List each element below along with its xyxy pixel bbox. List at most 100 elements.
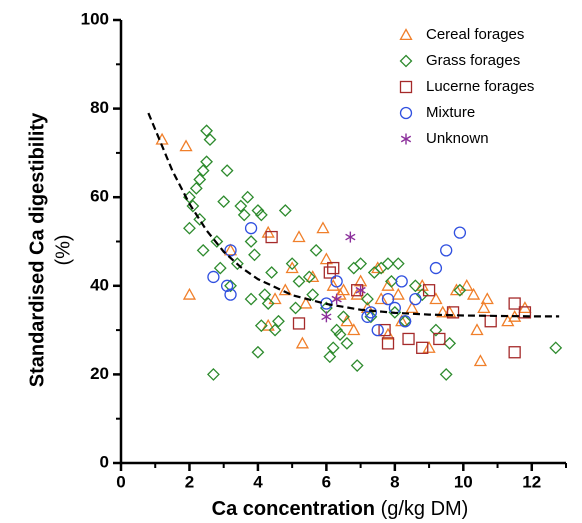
- diamond-marker: [234, 199, 248, 213]
- square-marker: [265, 230, 278, 244]
- triangle-marker: [429, 292, 443, 305]
- circle-marker: [330, 275, 343, 288]
- diamond-marker: [268, 323, 282, 337]
- diamond-marker: [248, 248, 261, 262]
- triangle-marker: [391, 287, 405, 300]
- asterisk-stroke: [355, 286, 366, 294]
- legend-label: Mixture: [426, 104, 475, 121]
- x-tick-label: 6: [322, 472, 331, 491]
- diamond-marker: [330, 323, 344, 337]
- diamond-marker: [237, 208, 251, 222]
- diamond-marker: [453, 283, 467, 297]
- diamond-marker: [196, 164, 210, 178]
- diamond-marker: [251, 345, 265, 359]
- x-axis-label: Ca concentration (g/kg DM): [212, 498, 469, 520]
- square-marker: [327, 261, 340, 275]
- diamond-marker: [251, 204, 265, 217]
- circle-marker: [244, 222, 258, 235]
- triangle-marker: [223, 243, 238, 256]
- y-tick-label: 20: [90, 364, 109, 383]
- triangle-marker: [405, 301, 419, 313]
- circle-marker: [207, 270, 220, 284]
- triangle-marker: [326, 278, 340, 291]
- triangle-marker: [466, 287, 481, 300]
- square-marker: [508, 297, 521, 310]
- diamond-marker: [254, 208, 268, 222]
- square-marker: [381, 337, 395, 350]
- diamond-marker: [196, 243, 210, 257]
- legend-label: Cereal forages: [426, 26, 524, 43]
- y-tick-label: 100: [81, 9, 109, 28]
- diamond-marker: [258, 288, 272, 302]
- square-marker: [433, 332, 446, 346]
- square-marker: [351, 284, 364, 297]
- trend-line: [147, 112, 560, 318]
- triangle-marker: [449, 283, 464, 296]
- diamond-marker: [443, 336, 457, 350]
- triangle-marker: [381, 327, 395, 340]
- triangle-marker: [268, 292, 282, 305]
- diamond-marker: [203, 133, 217, 147]
- diamond-marker: [347, 261, 361, 275]
- circle-marker: [453, 226, 467, 239]
- triangle-marker: [460, 278, 474, 291]
- square-marker: [518, 306, 532, 319]
- triangle-marker: [443, 305, 457, 318]
- diamond-marker: [354, 257, 368, 271]
- x-tick-label: 0: [116, 472, 125, 491]
- x-axis-label-main: Ca concentration: [212, 498, 375, 520]
- asterisk-marker: [345, 231, 356, 243]
- diamond-marker: [289, 301, 302, 315]
- asterisk-marker: [400, 133, 412, 145]
- triangle-marker: [292, 230, 306, 243]
- legend-label: Lucerne forages: [426, 78, 534, 95]
- asterisk-stroke: [400, 135, 412, 143]
- y-tick-label: 0: [100, 452, 109, 471]
- diamond-marker: [220, 164, 234, 178]
- x-axis-label-unit: (g/kg DM): [381, 498, 469, 520]
- legend-label: Unknown: [426, 130, 489, 147]
- square-marker: [422, 284, 436, 297]
- diamond-marker: [210, 235, 224, 248]
- triangle-marker: [182, 287, 197, 300]
- y-tick-label: 60: [90, 187, 109, 206]
- diamond-marker: [278, 204, 292, 217]
- x-tick-label: 2: [185, 472, 194, 491]
- diamond-marker: [323, 350, 337, 364]
- triangle-marker: [381, 278, 395, 291]
- diamond-marker: [385, 274, 398, 288]
- diamond-marker: [333, 328, 347, 341]
- asterisk-marker: [321, 311, 332, 323]
- diamond-marker: [189, 181, 203, 195]
- triangle-marker: [436, 305, 450, 318]
- y-tick-label: 40: [90, 275, 109, 294]
- triangle-marker: [422, 340, 436, 353]
- diamond-marker: [230, 257, 244, 271]
- triangle-marker: [278, 283, 292, 296]
- x-tick-label: 4: [253, 472, 263, 491]
- triangle-marker: [319, 252, 333, 265]
- square-marker: [416, 341, 429, 354]
- triangle-marker: [477, 301, 491, 313]
- diamond-marker: [193, 212, 207, 226]
- diamond-marker: [207, 367, 220, 381]
- diamond-marker: [224, 279, 237, 293]
- triangle-marker: [316, 221, 330, 234]
- diamond-marker: [217, 195, 231, 209]
- diamond-marker: [193, 173, 207, 186]
- diamond-marker: [265, 266, 279, 279]
- triangle-marker: [374, 292, 388, 305]
- square-marker: [378, 323, 391, 337]
- circle-marker: [371, 323, 384, 337]
- triangle-marker: [473, 354, 488, 367]
- diamond-marker: [272, 314, 285, 328]
- circle-marker: [224, 288, 237, 301]
- diamond-marker: [439, 367, 453, 381]
- diamond-marker: [200, 124, 213, 138]
- triangle-marker: [179, 139, 193, 152]
- diamond-marker: [364, 310, 378, 324]
- circle-marker: [381, 292, 395, 306]
- diamond-marker: [285, 257, 299, 271]
- diamond-marker: [381, 257, 395, 271]
